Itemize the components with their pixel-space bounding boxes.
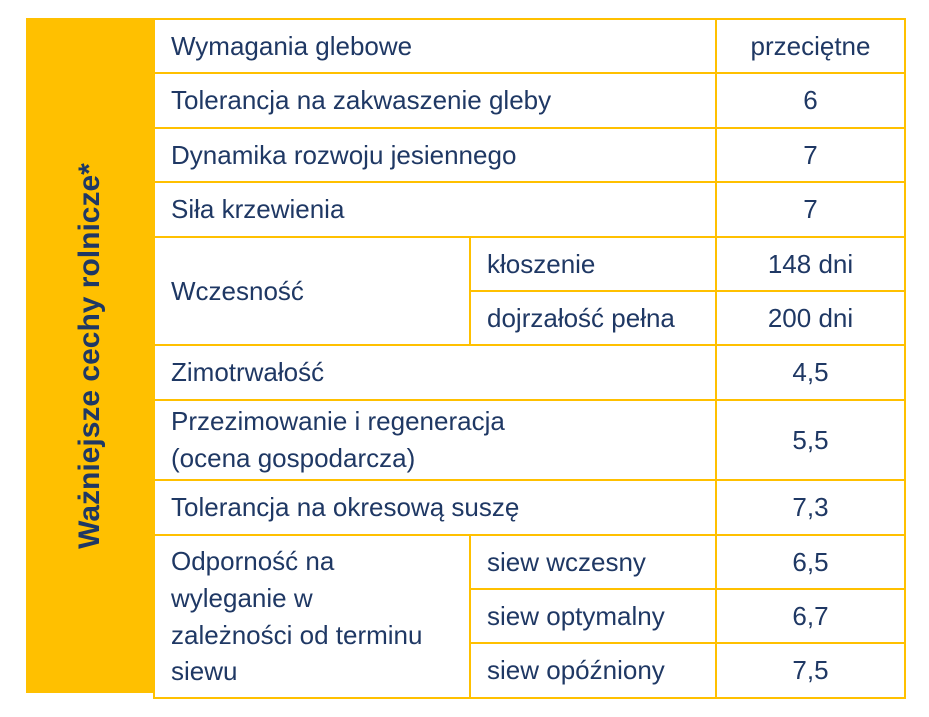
row-value: 5,5 — [715, 399, 906, 481]
table-row: Odporność na wyleganie w zależności od t… — [153, 534, 906, 699]
table-row: Zimotrwałość 4,5 — [153, 344, 906, 401]
row-label-line: zależności od terminu — [171, 619, 423, 650]
row-value: 6 — [715, 72, 906, 129]
row-value: 4,5 — [715, 344, 906, 401]
row-value: 7,3 — [715, 479, 906, 536]
table-row: Wymagania glebowe przeciętne — [153, 18, 906, 74]
sub-label: kłoszenie — [469, 236, 717, 292]
sub-label: siew wczesny — [469, 534, 717, 590]
row-label: Wymagania glebowe — [153, 18, 717, 74]
row-label: Siła krzewienia — [153, 181, 717, 238]
table-row: Siła krzewienia 7 — [153, 181, 906, 238]
row-label-line: (ocena gospodarcza) — [171, 443, 416, 473]
row-label: Tolerancja na zakwaszenie gleby — [153, 72, 717, 129]
row-label: Odporność na wyleganie w zależności od t… — [153, 534, 471, 699]
row-label-line: Przezimowanie i regeneracja — [171, 406, 505, 437]
table-row: Tolerancja na zakwaszenie gleby 6 — [153, 72, 906, 129]
row-value: 200 dni — [715, 290, 906, 346]
row-label-line: wyleganie w — [171, 582, 313, 613]
table-row: Dynamika rozwoju jesiennego 7 — [153, 127, 906, 183]
sub-label: siew optymalny — [469, 588, 717, 644]
traits-panel: Ważniejsze cechy rolnicze* Wymagania gle… — [26, 18, 906, 699]
sub-label: dojrzałość pełna — [469, 290, 717, 346]
row-value: 6,7 — [715, 588, 906, 644]
table-row: Przezimowanie i regeneracja (ocena gospo… — [153, 399, 906, 481]
table-row: siew opóźniony 7,5 — [154, 642, 906, 699]
traits-table: Wymagania glebowe przeciętne Tolerancja … — [153, 18, 906, 699]
row-value: 6,5 — [715, 534, 906, 590]
row-value: 7 — [715, 127, 906, 183]
row-label: Wczesność — [153, 236, 471, 346]
row-value: 148 dni — [715, 236, 906, 292]
table-row: dojrzałość pełna 200 dni — [154, 290, 906, 346]
row-label: Zimotrwałość — [153, 344, 717, 401]
row-label: Dynamika rozwoju jesiennego — [153, 127, 717, 183]
row-label: Tolerancja na okresową suszę — [153, 479, 717, 536]
row-label-line: Odporność na — [171, 545, 335, 576]
table-row: Wczesność kłoszenie 148 dni — [153, 236, 906, 346]
side-title: Ważniejsze cechy rolnicze* — [72, 162, 106, 549]
table-row: siew optymalny 6,7 — [154, 588, 906, 644]
row-value: 7,5 — [715, 642, 906, 699]
sub-label: siew opóźniony — [469, 642, 717, 699]
row-value: 7 — [715, 181, 906, 238]
table-row: Tolerancja na okresową suszę 7,3 — [153, 479, 906, 536]
side-band: Ważniejsze cechy rolnicze* — [26, 18, 153, 693]
row-value: przeciętne — [715, 18, 906, 74]
row-label-line: siewu — [171, 656, 238, 687]
row-label: Przezimowanie i regeneracja (ocena gospo… — [153, 399, 717, 481]
